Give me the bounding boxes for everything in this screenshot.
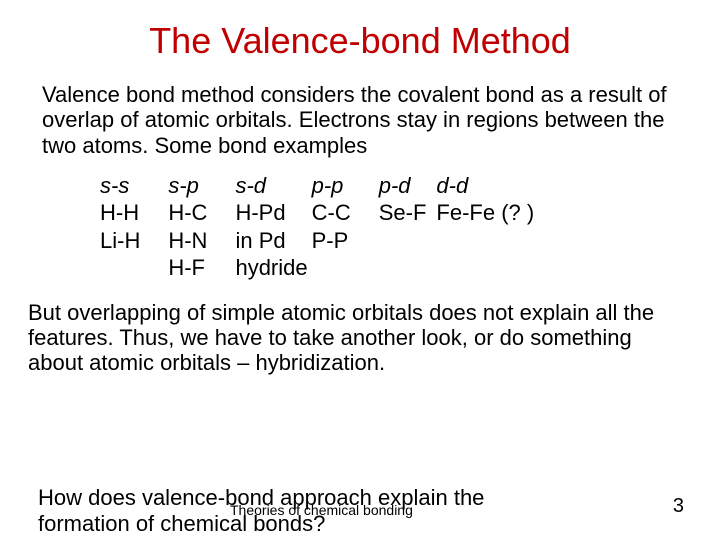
bond-column-header: s-p: [168, 172, 207, 200]
bond-cell: H-C: [168, 199, 207, 227]
bond-cell: [100, 254, 140, 282]
bond-cell: Se-F: [379, 199, 427, 227]
bond-column-header: p-p: [312, 172, 351, 200]
bond-cell: [379, 227, 427, 255]
intro-paragraph: Valence bond method considers the covale…: [0, 72, 720, 158]
bond-column-header: s-d: [235, 172, 307, 200]
bond-column: s-pH-CH-NH-F: [168, 172, 207, 282]
bond-cell: [436, 254, 534, 282]
bond-column: p-pC-CP-P: [312, 172, 351, 282]
page-number: 3: [673, 495, 684, 518]
bond-column-header: p-d: [379, 172, 427, 200]
bond-cell: H-Pd: [235, 199, 307, 227]
bond-cell: [379, 254, 427, 282]
bond-cell: P-P: [312, 227, 351, 255]
bond-column: s-dH-Pdin Pdhydride: [235, 172, 307, 282]
hybridization-paragraph: But overlapping of simple atomic orbital…: [0, 282, 720, 376]
bond-cell: [312, 254, 351, 282]
bond-column-header: d-d: [436, 172, 534, 200]
slide: The Valence-bond Method Valence bond met…: [0, 0, 720, 540]
bond-column: d-dFe-Fe (? ): [436, 172, 534, 282]
bond-cell: [436, 227, 534, 255]
bond-cell: H-H: [100, 199, 140, 227]
bond-cell: Li-H: [100, 227, 140, 255]
bond-examples-table: s-sH-HLi-H s-pH-CH-NH-F s-dH-Pdin Pdhydri…: [0, 158, 720, 282]
bond-column: p-dSe-F: [379, 172, 427, 282]
bond-column: s-sH-HLi-H: [100, 172, 140, 282]
footer-text: Theories of chemical bonding: [230, 502, 413, 518]
bond-cell: in Pd: [235, 227, 307, 255]
slide-title: The Valence-bond Method: [0, 0, 720, 72]
bond-column-header: s-s: [100, 172, 140, 200]
bond-cell: H-N: [168, 227, 207, 255]
bond-cell: Fe-Fe (? ): [436, 199, 534, 227]
bond-cell: hydride: [235, 254, 307, 282]
bond-cell: C-C: [312, 199, 351, 227]
bond-cell: H-F: [168, 254, 207, 282]
